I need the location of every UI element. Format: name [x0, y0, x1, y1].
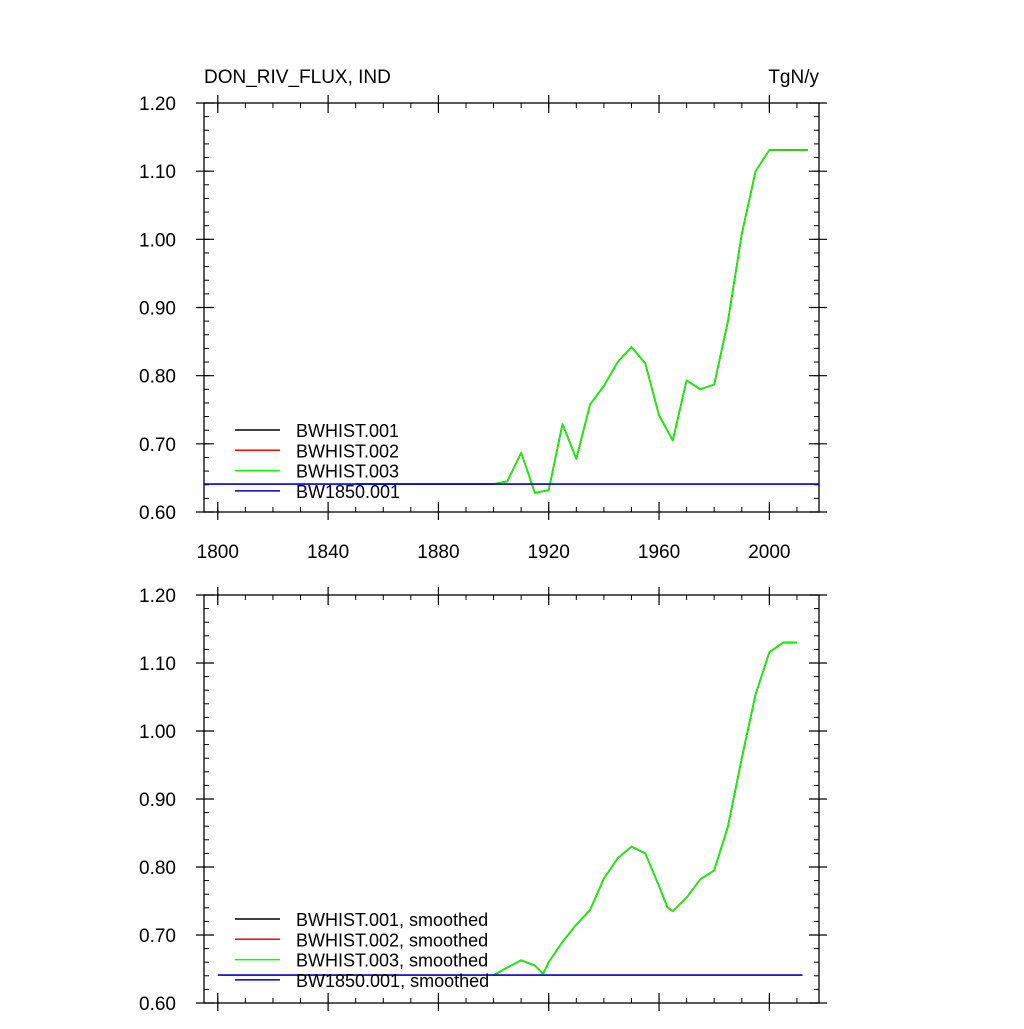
y-tick-label: 1.00 — [139, 722, 176, 743]
x-tick-label: 1960 — [638, 542, 680, 563]
y-tick-label: 1.10 — [139, 162, 176, 183]
series-line-3 — [493, 641, 797, 976]
x-tick-label: 1800 — [197, 542, 239, 563]
series-line-1 — [493, 641, 797, 976]
legend-label: BWHIST.003, smoothed — [296, 951, 488, 971]
legend-label: BWHIST.003 — [296, 462, 399, 482]
x-tick-label: 1840 — [307, 542, 349, 563]
legend-label: BWHIST.001, smoothed — [296, 910, 488, 930]
y-tick-label: 0.70 — [139, 926, 176, 947]
y-tick-label: 0.60 — [139, 994, 176, 1015]
series-line-1 — [355, 149, 808, 494]
y-tick-label: 1.00 — [139, 230, 176, 251]
legend-label: BWHIST.002, smoothed — [296, 930, 488, 950]
x-tick-label: 1920 — [528, 542, 570, 563]
chart-title: DON_RIV_FLUX, IND — [204, 67, 391, 88]
y-tick-label: 0.90 — [139, 790, 176, 811]
y-tick-label: 1.20 — [139, 94, 176, 115]
legend-label: BW1850.001, smoothed — [296, 971, 489, 991]
y-tick-label: 1.20 — [139, 586, 176, 607]
y-tick-label: 0.60 — [139, 503, 176, 524]
series-line-2 — [493, 641, 797, 976]
x-tick-label: 2000 — [748, 542, 790, 563]
legend-label: BWHIST.002 — [296, 441, 399, 461]
series-line-3 — [355, 149, 808, 494]
series-line-2 — [355, 149, 808, 494]
y-tick-label: 1.10 — [139, 654, 176, 675]
legend-label: BWHIST.001 — [296, 421, 399, 441]
y-tick-label: 0.80 — [139, 367, 176, 388]
plot-panel-2: 0.60 0.70 0.80 0.90 1.00 1.10 1.20 BWHIST.001, … — [139, 586, 827, 1015]
legend-label: BW1850.001 — [296, 482, 400, 502]
plot-panel-1: 0.60 0.70 0.80 0.90 1.00 1.10 1.20 1800 1840 1880… — [139, 94, 827, 563]
y-tick-label: 0.80 — [139, 858, 176, 879]
y-tick-label: 0.90 — [139, 299, 176, 320]
x-tick-label: 1880 — [417, 542, 459, 563]
units-label: TgN/y — [768, 67, 819, 88]
y-tick-label: 0.70 — [139, 435, 176, 456]
